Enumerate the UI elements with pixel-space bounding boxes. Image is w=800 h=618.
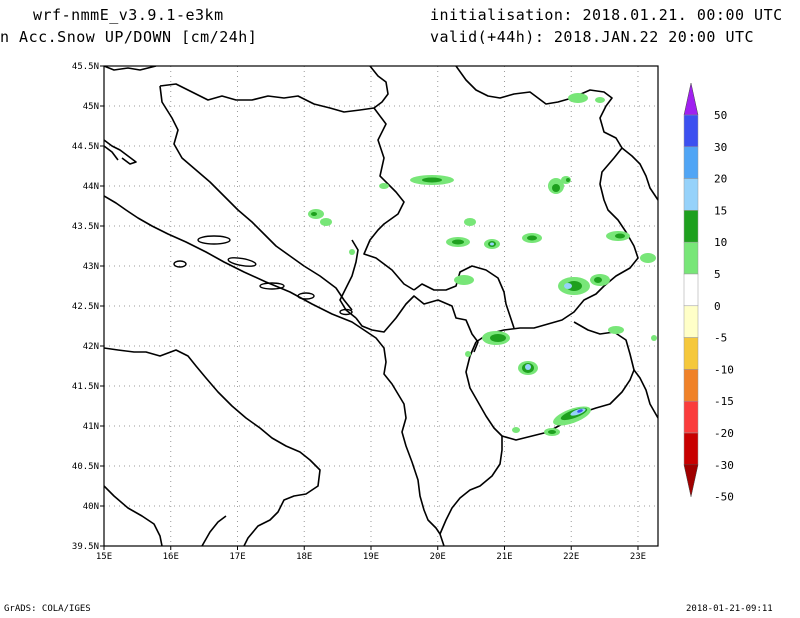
legend-label: 30: [714, 141, 727, 154]
variable-title: n Acc.Snow UP/DOWN [cm/24h]: [0, 28, 258, 46]
valid-time: valid(+44h): 2018.JAN.22 20:00 UTC: [430, 28, 755, 46]
credit-label: GrADS: COLA/IGES: [4, 604, 91, 614]
legend-label: -50: [714, 491, 734, 504]
latitude-labels: 45.5N 45N 44.5N 44N 43.5N 43N 42.5N 42N 41.5N 41N…: [72, 62, 104, 552]
lon-label: 19E: [363, 552, 379, 562]
lat-label: 42N: [83, 342, 99, 352]
lat-label: 43.5N: [72, 222, 99, 232]
border-croatia-bosnia: [104, 66, 389, 311]
legend-arrow-bottom: [683, 464, 699, 497]
lat-label: 45N: [83, 102, 99, 112]
longitude-labels: 15E 16E 17E 18E 19E 20E 21E 22E 23E: [96, 546, 646, 562]
islands: [173, 235, 353, 316]
lat-label: 40N: [83, 502, 99, 512]
legend-swatch: [683, 305, 699, 338]
lon-label: 16E: [163, 552, 179, 562]
lat-label: 42.5N: [72, 302, 99, 312]
timestamp-label: 2018-01-21-09:11: [686, 604, 773, 614]
lon-label: 20E: [430, 552, 446, 562]
lon-label: 21E: [496, 552, 512, 562]
lon-label: 22E: [563, 552, 579, 562]
border-montenegro: [355, 295, 479, 353]
lon-label: 23E: [630, 552, 646, 562]
legend-label: 50: [714, 109, 727, 122]
legend-label: 20: [714, 173, 727, 186]
legend-label: 5: [714, 268, 721, 281]
legend-swatch: [683, 146, 699, 179]
legend-label: -15: [714, 395, 734, 408]
lat-label: 43N: [83, 262, 99, 272]
border-bulgaria-east: [621, 147, 658, 419]
legend-label: -5: [714, 332, 727, 345]
lat-label: 41N: [83, 422, 99, 432]
model-title: wrf-nmmE_v3.9.1-e3km: [33, 6, 224, 24]
legend-swatch: [683, 400, 699, 434]
legend-swatch: [683, 369, 699, 402]
legend-swatch: [683, 241, 699, 275]
legend-label: 15: [714, 204, 727, 217]
legend-label: -30: [714, 459, 734, 472]
lon-label: 17E: [229, 552, 245, 562]
legend-swatch: [683, 273, 699, 307]
lat-label: 39.5N: [72, 542, 99, 552]
legend-swatch: [683, 337, 699, 370]
legend-arrow-top: [683, 82, 699, 116]
legend-swatch: [683, 114, 699, 148]
legend-label: -10: [714, 363, 734, 376]
lat-label: 45.5N: [72, 62, 99, 72]
lat-label: 40.5N: [72, 462, 99, 472]
legend-swatch: [683, 432, 699, 466]
legend-swatch: [683, 178, 699, 211]
legend-label: 0: [714, 300, 721, 313]
coastline-italy: [104, 347, 321, 546]
map-grid: [104, 66, 658, 546]
border-serbia-east: [455, 66, 639, 343]
country-borders: [104, 66, 658, 546]
lon-label: 18E: [296, 552, 312, 562]
border-kosovo: [413, 265, 515, 329]
legend-label: 10: [714, 236, 727, 249]
lat-label: 44N: [83, 182, 99, 192]
legend-swatch: [683, 210, 699, 243]
coastline-north: [104, 139, 445, 546]
border-albania-greece: [439, 436, 503, 535]
snow-patches: [308, 93, 657, 436]
initialisation-time: initialisation: 2018.01.21. 00:00 UTC: [430, 6, 783, 24]
border-serbia-west: [339, 107, 415, 319]
legend-label: -20: [714, 427, 734, 440]
lon-label: 15E: [96, 552, 112, 562]
lat-label: 41.5N: [72, 382, 99, 392]
lat-label: 44.5N: [72, 142, 99, 152]
